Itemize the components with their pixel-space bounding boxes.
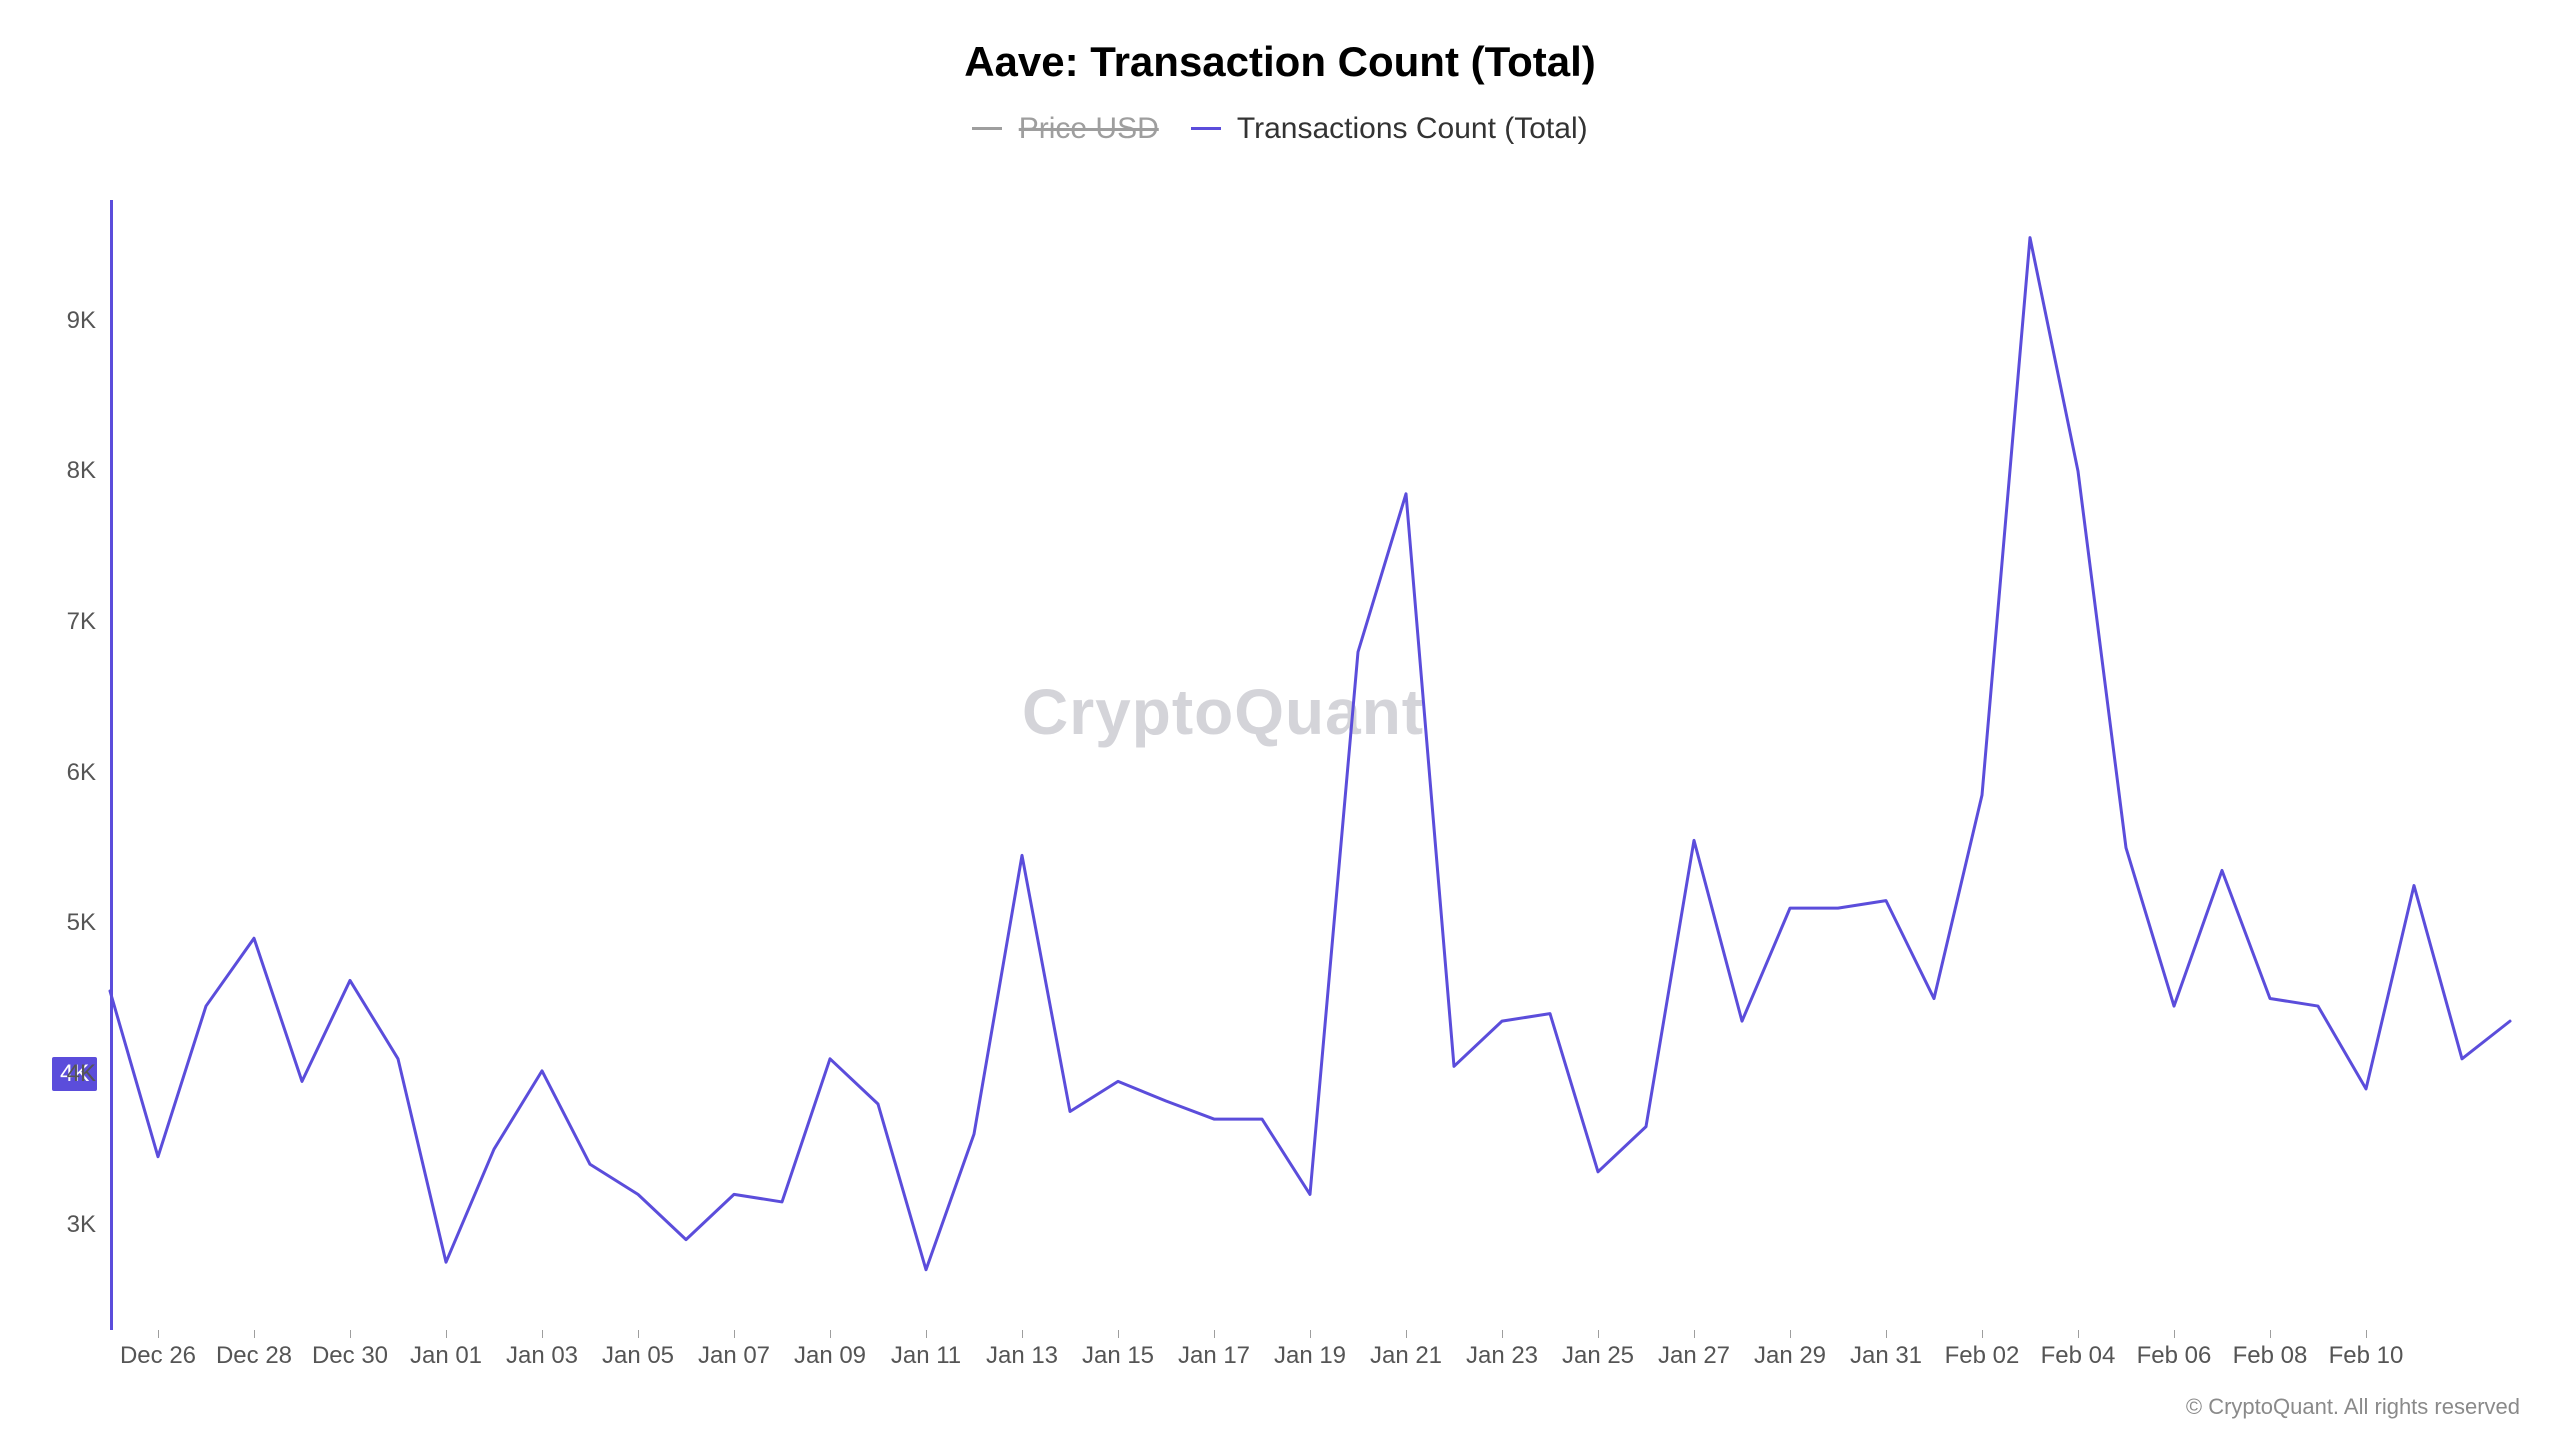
y-tick-label: 5K xyxy=(67,909,110,937)
x-tick-marker xyxy=(1406,1330,1407,1338)
line-series-svg xyxy=(110,200,2510,1330)
x-tick-marker xyxy=(638,1330,639,1338)
legend: Price USD Transactions Count (Total) xyxy=(0,112,2560,146)
x-tick-marker xyxy=(2270,1330,2271,1338)
line-series-path xyxy=(110,238,2510,1270)
legend-label-price: Price USD xyxy=(1019,112,1159,145)
legend-item-transactions[interactable]: Transactions Count (Total) xyxy=(1191,112,1588,146)
legend-item-price[interactable]: Price USD xyxy=(972,112,1158,146)
x-tick-marker xyxy=(446,1330,447,1338)
y-tick-label: 8K xyxy=(67,457,110,485)
x-tick-marker xyxy=(254,1330,255,1338)
x-tick-marker xyxy=(1790,1330,1791,1338)
y-tick-label: 6K xyxy=(67,759,110,787)
x-tick-marker xyxy=(158,1330,159,1338)
legend-swatch-price xyxy=(972,127,1002,130)
chart-container: Aave: Transaction Count (Total) Price US… xyxy=(0,0,2560,1440)
chart-title: Aave: Transaction Count (Total) xyxy=(0,38,2560,86)
x-tick-marker xyxy=(1022,1330,1023,1338)
x-tick-marker xyxy=(2078,1330,2079,1338)
plot-area: CryptoQuant 4K 3K4K5K6K7K8K9KDec 26Dec 2… xyxy=(110,200,2510,1330)
x-tick-marker xyxy=(542,1330,543,1338)
y-tick-label: 7K xyxy=(67,608,110,636)
copyright-text: © CryptoQuant. All rights reserved xyxy=(2186,1394,2520,1420)
x-tick-marker xyxy=(1982,1330,1983,1338)
x-tick-marker xyxy=(2174,1330,2175,1338)
x-tick-marker xyxy=(1118,1330,1119,1338)
x-tick-marker xyxy=(926,1330,927,1338)
x-tick-marker xyxy=(350,1330,351,1338)
x-tick-marker xyxy=(830,1330,831,1338)
x-tick-marker xyxy=(2366,1330,2367,1338)
x-tick-marker xyxy=(1310,1330,1311,1338)
legend-label-transactions: Transactions Count (Total) xyxy=(1237,112,1588,145)
x-tick-marker xyxy=(734,1330,735,1338)
y-tick-label: 3K xyxy=(67,1211,110,1239)
x-tick-marker xyxy=(1694,1330,1695,1338)
legend-swatch-transactions xyxy=(1191,127,1221,130)
x-tick-marker xyxy=(1886,1330,1887,1338)
x-tick-marker xyxy=(1598,1330,1599,1338)
x-tick-marker xyxy=(1502,1330,1503,1338)
x-tick-marker xyxy=(1214,1330,1215,1338)
y-tick-label: 4K xyxy=(67,1060,110,1088)
y-tick-label: 9K xyxy=(67,307,110,335)
